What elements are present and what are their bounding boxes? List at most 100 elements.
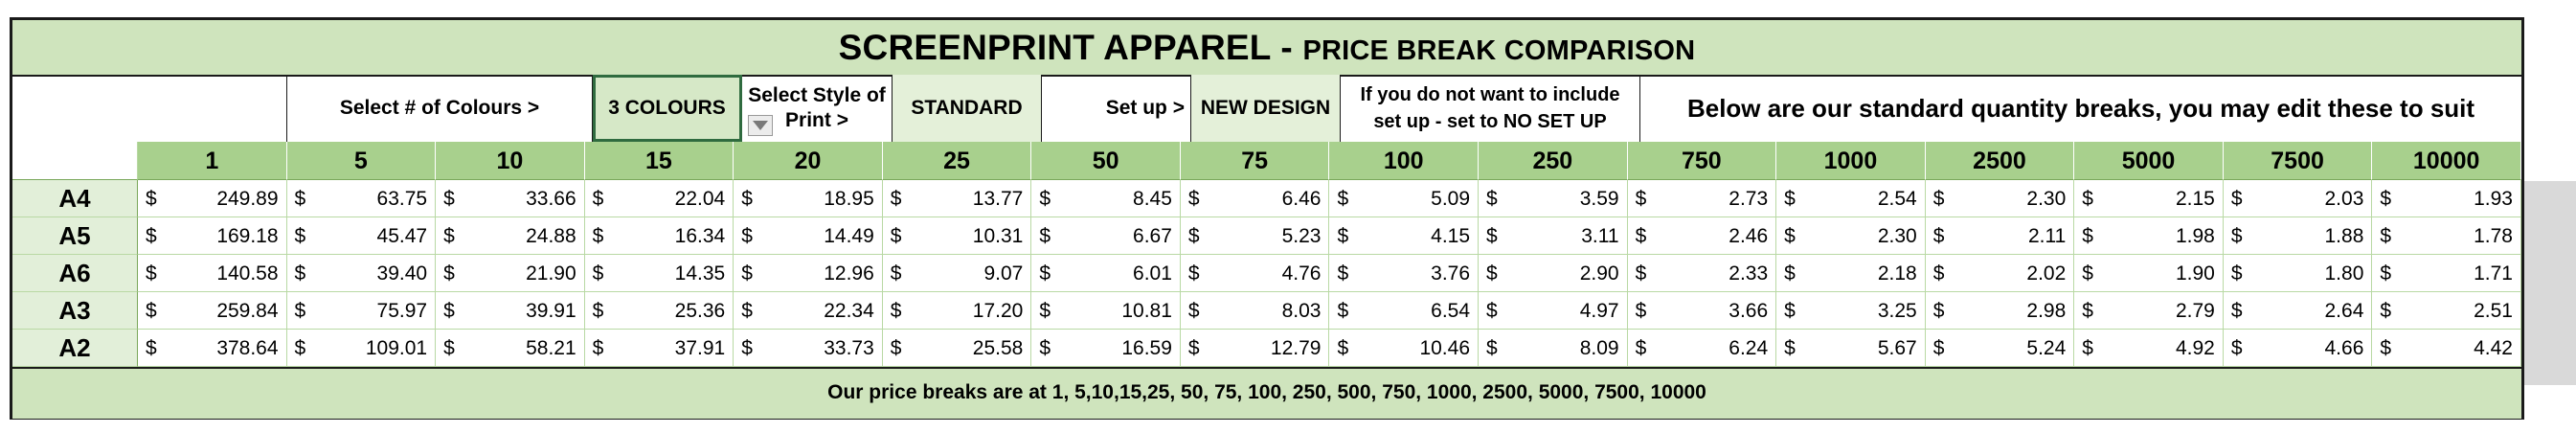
price-cell[interactable]: $5.23 [1180, 217, 1330, 255]
quantity-header-cell[interactable]: 75 [1180, 142, 1330, 180]
quantity-header-cell[interactable]: 7500 [2223, 142, 2373, 180]
price-cell[interactable]: $10.81 [1031, 292, 1181, 330]
price-cell[interactable]: $1.80 [2223, 255, 2373, 292]
price-cell[interactable]: $2.64 [2223, 292, 2373, 330]
price-cell[interactable]: $75.97 [286, 292, 437, 330]
price-cell[interactable]: $1.71 [2372, 255, 2521, 292]
size-label[interactable]: A3 [12, 292, 138, 330]
quantity-header-cell[interactable]: 750 [1627, 142, 1777, 180]
print-style-select-cell[interactable]: STANDARD [893, 75, 1042, 142]
price-cell[interactable]: $2.15 [2074, 180, 2224, 217]
price-cell[interactable]: $33.66 [436, 180, 585, 217]
size-label[interactable]: A4 [12, 180, 138, 217]
price-cell[interactable]: $2.11 [1925, 217, 2075, 255]
price-cell[interactable]: $3.66 [1627, 292, 1777, 330]
price-cell[interactable]: $45.47 [286, 217, 437, 255]
price-cell[interactable]: $17.20 [882, 292, 1032, 330]
price-cell[interactable]: $3.76 [1329, 255, 1480, 292]
price-cell[interactable]: $8.09 [1479, 330, 1628, 367]
price-cell[interactable]: $37.91 [584, 330, 734, 367]
price-cell[interactable]: $5.24 [1925, 330, 2075, 367]
quantity-header-cell[interactable]: 50 [1031, 142, 1181, 180]
price-cell[interactable]: $2.98 [1925, 292, 2075, 330]
footer-note[interactable]: Our price breaks are at 1, 5,10,15,25, 5… [827, 381, 1706, 403]
size-label[interactable]: A5 [12, 217, 138, 255]
quantity-header-cell[interactable]: 10 [436, 142, 585, 180]
price-cell[interactable]: $2.54 [1776, 180, 1926, 217]
price-cell[interactable]: $4.42 [2372, 330, 2521, 367]
price-cell[interactable]: $2.46 [1627, 217, 1777, 255]
price-cell[interactable]: $39.91 [436, 292, 585, 330]
price-cell[interactable]: $4.15 [1329, 217, 1480, 255]
price-cell[interactable]: $249.89 [138, 180, 287, 217]
quantity-header-cell[interactable]: 20 [734, 142, 883, 180]
price-cell[interactable]: $2.03 [2223, 180, 2373, 217]
colours-select-cell[interactable]: 3 COLOURS [593, 75, 742, 142]
price-cell[interactable]: $10.31 [882, 217, 1032, 255]
price-cell[interactable]: $16.34 [584, 217, 734, 255]
price-cell[interactable]: $5.09 [1329, 180, 1480, 217]
price-cell[interactable]: $18.95 [734, 180, 883, 217]
price-cell[interactable]: $58.21 [436, 330, 585, 367]
price-cell[interactable]: $8.03 [1180, 292, 1330, 330]
price-cell[interactable]: $2.30 [1776, 217, 1926, 255]
dropdown-button[interactable] [748, 115, 773, 136]
price-cell[interactable]: $2.33 [1627, 255, 1777, 292]
price-cell[interactable]: $10.46 [1329, 330, 1480, 367]
price-cell[interactable]: $63.75 [286, 180, 437, 217]
quantity-header-cell[interactable]: 2500 [1925, 142, 2075, 180]
quantity-header-cell[interactable]: 1000 [1776, 142, 1926, 180]
price-cell[interactable]: $2.90 [1479, 255, 1628, 292]
price-cell[interactable]: $8.45 [1031, 180, 1181, 217]
price-cell[interactable]: $12.96 [734, 255, 883, 292]
price-cell[interactable]: $2.02 [1925, 255, 2075, 292]
price-cell[interactable]: $1.90 [2074, 255, 2224, 292]
price-cell[interactable]: $14.35 [584, 255, 734, 292]
price-cell[interactable]: $13.77 [882, 180, 1032, 217]
price-cell[interactable]: $22.34 [734, 292, 883, 330]
price-cell[interactable]: $109.01 [286, 330, 437, 367]
price-cell[interactable]: $24.88 [436, 217, 585, 255]
price-cell[interactable]: $169.18 [138, 217, 287, 255]
size-label[interactable]: A6 [12, 255, 138, 292]
price-cell[interactable]: $9.07 [882, 255, 1032, 292]
price-cell[interactable]: $25.58 [882, 330, 1032, 367]
price-cell[interactable]: $25.36 [584, 292, 734, 330]
price-cell[interactable]: $2.79 [2074, 292, 2224, 330]
price-cell[interactable]: $16.59 [1031, 330, 1181, 367]
price-cell[interactable]: $2.30 [1925, 180, 2075, 217]
quantity-header-cell[interactable]: 250 [1479, 142, 1628, 180]
price-cell[interactable]: $33.73 [734, 330, 883, 367]
price-cell[interactable]: $14.49 [734, 217, 883, 255]
price-cell[interactable]: $4.76 [1180, 255, 1330, 292]
price-cell[interactable]: $6.46 [1180, 180, 1330, 217]
price-cell[interactable]: $12.79 [1180, 330, 1330, 367]
price-cell[interactable]: $4.92 [2074, 330, 2224, 367]
corner-cell[interactable] [12, 142, 138, 180]
quantity-header-cell[interactable]: 5 [286, 142, 437, 180]
price-cell[interactable]: $3.59 [1479, 180, 1628, 217]
blank-cell[interactable] [12, 75, 287, 142]
price-cell[interactable]: $6.54 [1329, 292, 1480, 330]
price-cell[interactable]: $4.66 [2223, 330, 2373, 367]
price-cell[interactable]: $6.01 [1031, 255, 1181, 292]
price-cell[interactable]: $4.97 [1479, 292, 1628, 330]
quantity-header-cell[interactable]: 100 [1329, 142, 1480, 180]
size-label[interactable]: A2 [12, 330, 138, 367]
quantity-header-cell[interactable]: 25 [882, 142, 1032, 180]
price-cell[interactable]: $2.51 [2372, 292, 2521, 330]
page-title[interactable]: SCREENPRINT APPAREL - PRICE BREAK COMPAR… [12, 20, 2521, 75]
price-cell[interactable]: $3.25 [1776, 292, 1926, 330]
price-cell[interactable]: $3.11 [1479, 217, 1628, 255]
quantity-header-cell[interactable]: 1 [138, 142, 287, 180]
price-cell[interactable]: $1.88 [2223, 217, 2373, 255]
price-cell[interactable]: $2.73 [1627, 180, 1777, 217]
price-cell[interactable]: $6.24 [1627, 330, 1777, 367]
quantity-header-cell[interactable]: 10000 [2372, 142, 2521, 180]
price-cell[interactable]: $1.98 [2074, 217, 2224, 255]
price-cell[interactable]: $5.67 [1776, 330, 1926, 367]
price-cell[interactable]: $22.04 [584, 180, 734, 217]
price-cell[interactable]: $140.58 [138, 255, 287, 292]
price-cell[interactable]: $39.40 [286, 255, 437, 292]
setup-select-cell[interactable]: NEW DESIGN [1191, 75, 1341, 142]
